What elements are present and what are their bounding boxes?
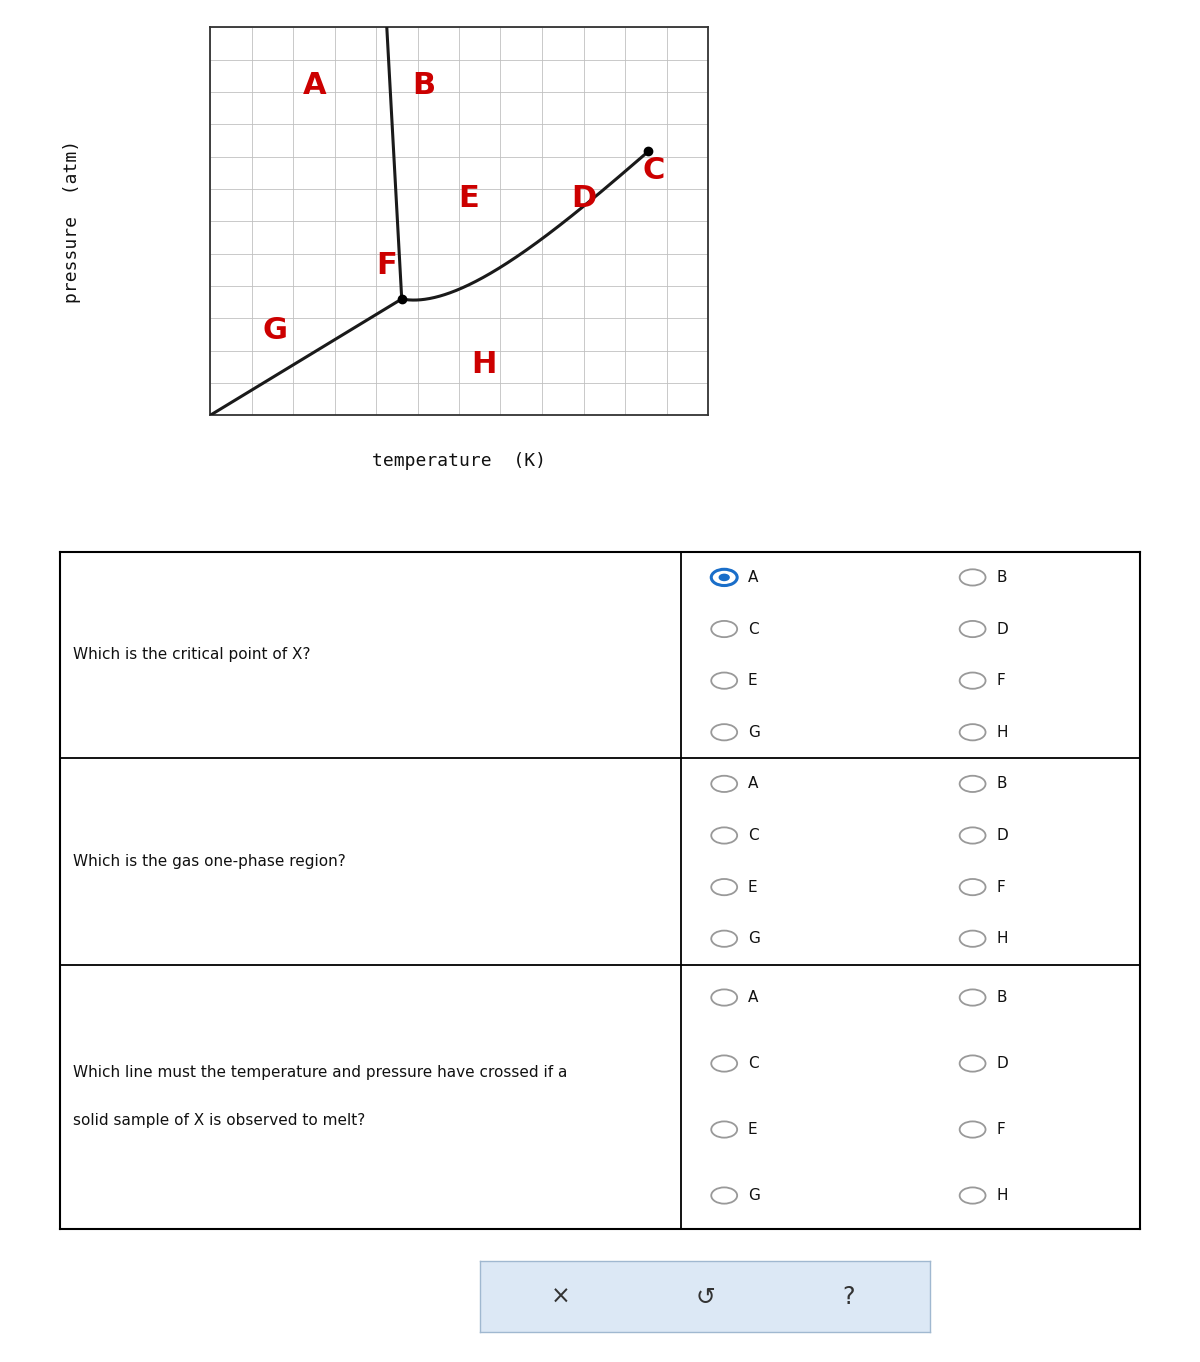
Text: Which is the critical point of X?: Which is the critical point of X?	[73, 647, 311, 662]
Text: ↺: ↺	[695, 1284, 715, 1309]
Text: D: D	[996, 1056, 1008, 1071]
Text: F: F	[996, 673, 1006, 688]
Text: E: E	[748, 673, 757, 688]
Text: A: A	[302, 71, 326, 99]
Text: E: E	[748, 1122, 757, 1137]
Text: B: B	[996, 569, 1007, 584]
Text: B: B	[996, 776, 1007, 791]
Text: pressure  (atm): pressure (atm)	[62, 140, 80, 302]
Text: temperature  (K): temperature (K)	[372, 452, 546, 470]
Text: Which is the gas one-phase region?: Which is the gas one-phase region?	[73, 854, 346, 869]
Text: C: C	[748, 828, 758, 843]
Text: C: C	[748, 621, 758, 636]
Text: B: B	[413, 71, 436, 99]
Text: ×: ×	[551, 1284, 571, 1309]
Text: F: F	[377, 252, 397, 281]
Text: H: H	[996, 725, 1008, 740]
Text: D: D	[996, 828, 1008, 843]
Text: C: C	[748, 1056, 758, 1071]
Text: G: G	[748, 1188, 760, 1203]
Text: G: G	[748, 725, 760, 740]
Text: A: A	[748, 569, 758, 584]
Text: E: E	[748, 880, 757, 895]
Text: F: F	[996, 1122, 1006, 1137]
Text: G: G	[263, 316, 287, 345]
Text: F: F	[996, 880, 1006, 895]
Text: B: B	[996, 990, 1007, 1005]
Text: H: H	[472, 350, 497, 380]
Text: Which line must the temperature and pressure have crossed if a: Which line must the temperature and pres…	[73, 1065, 568, 1080]
Text: H: H	[996, 1188, 1008, 1203]
Text: C: C	[642, 157, 665, 185]
Text: D: D	[571, 184, 596, 212]
Text: ?: ?	[842, 1284, 856, 1309]
Text: solid sample of X is observed to melt?: solid sample of X is observed to melt?	[73, 1113, 365, 1128]
Text: A: A	[748, 990, 758, 1005]
Text: A: A	[748, 776, 758, 791]
Text: D: D	[996, 621, 1008, 636]
Text: G: G	[748, 932, 760, 947]
Text: E: E	[458, 184, 479, 212]
Text: H: H	[996, 932, 1008, 947]
Circle shape	[719, 575, 730, 580]
